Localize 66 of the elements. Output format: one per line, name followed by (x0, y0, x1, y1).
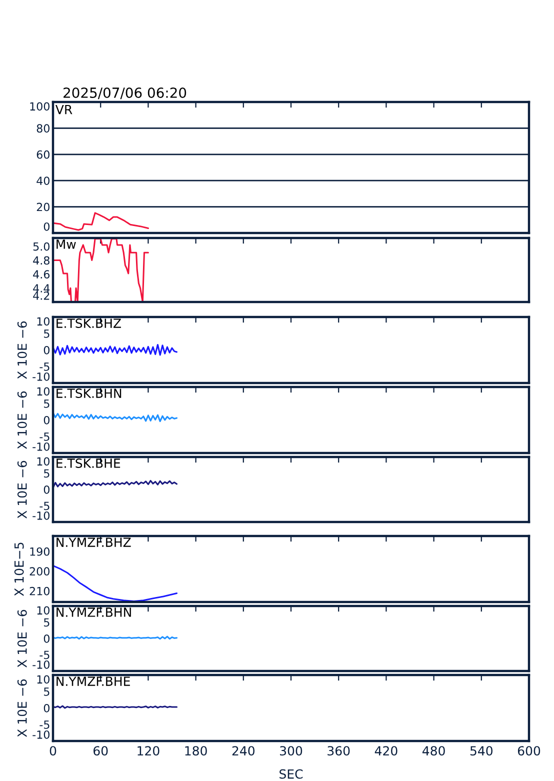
y-tick-label: 0 (44, 485, 50, 494)
y-tick-label: 0 (44, 416, 50, 424)
y-tick-label: 200 (30, 567, 50, 576)
text: 2025/07/06 06:20 (64, 87, 186, 100)
y-tick-label: 210 (30, 586, 50, 596)
chart-title: E.TSK.BHZ (56, 318, 121, 328)
y-tick-label: 10 (37, 606, 50, 615)
y-tick-label: 0 (44, 346, 50, 354)
line-series (53, 564, 178, 602)
y-tick-label: -10 (32, 442, 50, 451)
y-axis-title: X 10E−5 (14, 542, 24, 596)
y-tick-label: 60 (36, 150, 50, 159)
x-tick-label: 540 (470, 746, 492, 756)
y-tick-label: -5 (40, 432, 50, 441)
x-tick-label: 600 (518, 746, 540, 756)
x-tick-label: 300 (280, 746, 302, 756)
chart-title: E.TSK.BHE (56, 458, 120, 468)
y-tick-label: 0 (44, 634, 50, 643)
x-tick-label: 180 (185, 746, 207, 756)
y-tick-label: 5.0 (33, 242, 50, 251)
y-tick-label: 40 (36, 176, 50, 185)
y-tick-label: -10 (32, 511, 50, 520)
y-axis-title: X 10E −6 (17, 610, 27, 668)
y-tick-label: -10 (32, 660, 50, 669)
y-tick-label: 5 (44, 618, 50, 627)
y-tick-label: -10 (32, 372, 50, 381)
y-tick-label: 5 (44, 400, 50, 408)
x-tick-label: 360 (328, 746, 350, 756)
y-tick-label: 4.2 (33, 291, 50, 300)
y-tick-label: 10 (37, 317, 50, 326)
chart-title: N.YMZF.BHE (56, 676, 130, 686)
chart-title: N.YMZF.BHN (56, 608, 131, 617)
y-tick-label: 4.6 (33, 270, 50, 279)
y-tick-label: 10 (37, 675, 50, 684)
y-axis-title: X 10E −6 (17, 679, 27, 737)
y-tick-label: 4.8 (33, 256, 50, 265)
y-tick-label: 80 (36, 124, 50, 133)
y-tick-label: 10 (37, 457, 50, 466)
y-tick-label: 5 (44, 469, 50, 478)
chart-title: N.YMZF.BHZ (56, 538, 131, 547)
y-tick-label: -5 (40, 650, 50, 660)
y-tick-label: -10 (32, 730, 50, 739)
y-tick-label: 0 (44, 704, 50, 712)
y-tick-label: 20 (36, 202, 50, 212)
y-axis-title: X 10E −6 (17, 460, 27, 518)
chart-title: E.TSK.BHN (56, 388, 122, 398)
y-tick-label: 10 (37, 387, 50, 396)
y-tick-label: 5 (44, 330, 50, 338)
y-tick-label: -5 (40, 502, 50, 510)
y-tick-label: 0 (44, 222, 50, 231)
y-tick-label: 4.4 (33, 284, 50, 292)
y-tick-label: 190 (30, 547, 50, 556)
x-tick-label: 240 (232, 746, 254, 756)
y-axis-title: X 10E −6 (17, 321, 27, 379)
chart-title: VR (55, 105, 72, 114)
y-axis-title: X 10E −6 (17, 391, 27, 449)
x-tick-label: 480 (422, 746, 445, 756)
x-tick-label: 120 (138, 746, 160, 756)
y-tick-label: -5 (40, 362, 50, 371)
chart-title: Mw (56, 240, 76, 249)
y-tick-label: 100 (30, 102, 50, 111)
y-tick-label: 5 (44, 688, 50, 696)
x-axis-title: SEC (280, 769, 303, 779)
x-tick-label: 420 (374, 746, 398, 756)
y-tick-label: -5 (40, 720, 50, 729)
x-tick-label: 60 (94, 746, 108, 756)
